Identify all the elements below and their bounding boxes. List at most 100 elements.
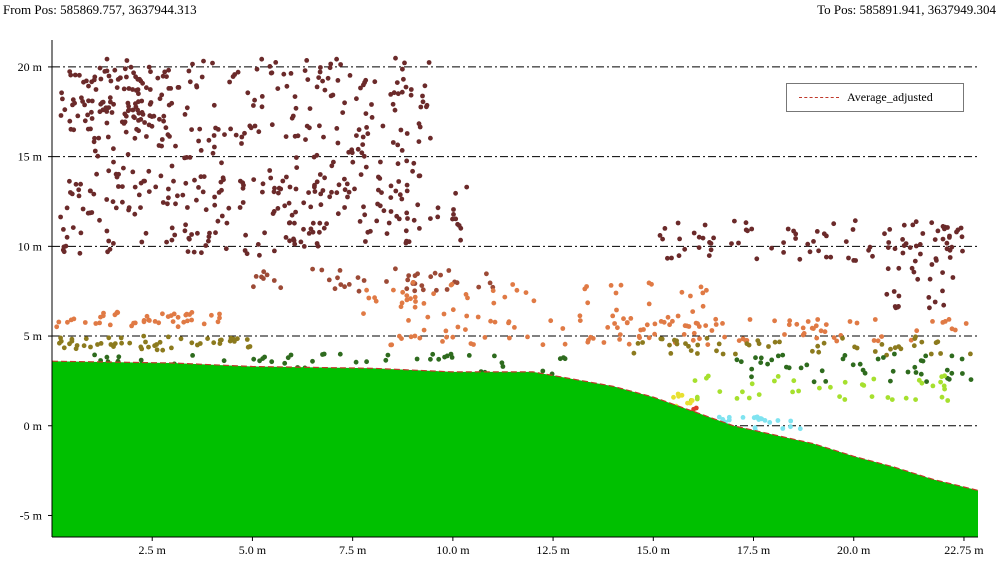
lidar-point [360,134,366,140]
lidar-point [286,220,292,226]
lidar-point [120,184,125,190]
lidar-point [320,78,325,84]
lidar-point [121,86,127,92]
lidar-point [182,155,188,161]
lidar-point [432,270,438,276]
lidar-point [734,357,740,363]
lidar-point [151,113,157,119]
lidar-point [164,239,170,245]
lidar-point [412,304,418,310]
lidar-point [107,246,113,252]
lidar-point [330,92,336,98]
lidar-point [492,353,497,359]
lidar-point [471,342,476,347]
lidar-point [540,368,546,374]
lidar-point [334,125,340,131]
lidar-point [147,318,152,323]
lidar-point [932,237,938,243]
lidar-point [327,65,333,71]
lidar-point [404,188,410,194]
lidar-point [811,239,816,244]
lidar-point [790,389,795,395]
lidar-point [122,66,128,72]
lidar-point [941,383,947,389]
lidar-point [911,269,917,275]
lidar-point [113,205,119,211]
lidar-point [314,179,320,185]
lidar-point [816,349,822,355]
lidar-point [58,338,64,344]
lidar-point [800,332,806,338]
lidar-point [404,297,410,303]
lidar-point [681,332,687,337]
lidar-point [169,100,175,106]
lidar-point [126,86,132,91]
lidar-point [111,159,116,165]
lidar-point [585,300,591,306]
lidar-point [531,298,537,304]
lidar-point [347,73,353,78]
lidar-point [968,351,973,357]
lidar-point [807,249,813,255]
lidar-point [458,225,464,231]
lidar-point [319,267,325,273]
lidar-point [861,383,867,388]
lidar-point [136,192,142,198]
lidar-point [127,340,133,346]
lidar-point [64,205,70,211]
lidar-point [365,229,371,235]
lidar-point [365,131,371,137]
lidar-point [946,376,952,382]
lidar-point [378,159,383,165]
lidar-point [420,93,425,99]
lidar-point [353,359,359,365]
lidar-point [136,91,141,97]
lidar-point [869,394,875,399]
lidar-point [689,398,695,403]
lidar-point [310,220,316,226]
lidar-point [691,406,696,412]
lidar-point [944,367,950,373]
lidar-point [222,132,227,138]
lidar-point [326,277,332,283]
lidar-point [391,287,396,293]
lidar-point [221,358,227,364]
lidar-point [360,142,366,148]
lidar-point [810,348,815,354]
lidar-point [781,240,786,246]
lidar-point [376,174,381,180]
lidar-point [675,220,681,226]
lidar-point [169,345,174,351]
lidar-point [875,338,881,344]
lidar-point [919,380,925,386]
lidar-point [59,90,64,96]
y-tick-label: 0 m [24,419,43,433]
lidar-point [187,155,193,160]
lidar-point [441,311,447,317]
lidar-point [959,234,965,240]
lidar-point [238,178,243,184]
lidar-point [317,123,322,129]
lidar-point [256,129,262,135]
lidar-point [132,184,138,190]
lidar-point [287,184,293,190]
lidar-point [119,119,125,125]
lidar-point [927,305,932,311]
lidar-point [56,319,62,325]
lidar-point [359,150,365,156]
lidar-point [270,211,276,217]
lidar-point [284,83,290,89]
lidar-point [239,141,244,146]
lidar-point [310,229,316,235]
lidar-point [749,366,755,372]
lidar-point [182,228,188,234]
x-tick-label: 12.5 m [536,543,570,557]
lidar-point [842,397,848,402]
lidar-point [159,143,165,149]
lidar-point [232,72,238,77]
lidar-point [68,72,74,78]
lidar-point [871,338,877,343]
lidar-point [640,340,645,345]
lidar-point [247,123,253,129]
